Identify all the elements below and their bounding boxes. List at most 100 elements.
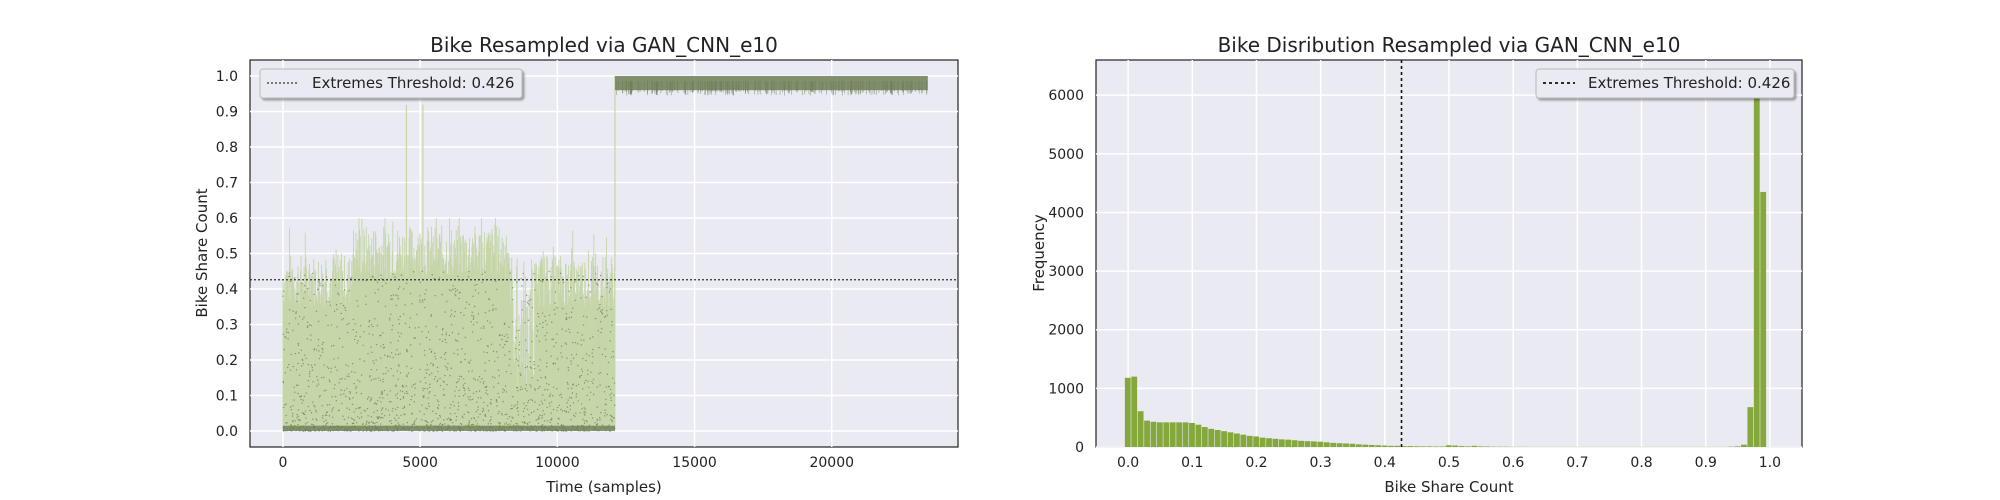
series-point bbox=[455, 419, 457, 421]
series-point bbox=[321, 405, 323, 407]
series-point bbox=[374, 402, 377, 404]
series-point bbox=[388, 401, 391, 403]
series-point bbox=[326, 411, 328, 413]
series-point bbox=[446, 418, 448, 420]
series-point bbox=[295, 311, 298, 313]
series-point bbox=[333, 344, 335, 347]
series-point bbox=[509, 272, 511, 274]
series-point bbox=[439, 414, 441, 417]
series-point bbox=[493, 386, 495, 388]
series-point bbox=[375, 359, 377, 361]
series-point bbox=[514, 404, 517, 406]
series-point bbox=[558, 404, 560, 407]
series-point bbox=[382, 378, 384, 381]
series-point bbox=[307, 363, 309, 366]
series-point bbox=[380, 357, 382, 359]
histogram-bar bbox=[1355, 444, 1362, 447]
series-point bbox=[475, 391, 478, 393]
series-point bbox=[323, 376, 325, 379]
series-point bbox=[541, 402, 544, 405]
series-point bbox=[564, 342, 567, 344]
histogram-bar bbox=[1182, 422, 1189, 447]
series-point bbox=[572, 402, 575, 404]
series-point bbox=[531, 377, 534, 379]
series-point bbox=[595, 282, 598, 285]
series-point bbox=[485, 389, 488, 392]
series-point bbox=[575, 412, 577, 414]
series-point bbox=[574, 299, 576, 302]
series-point bbox=[425, 424, 428, 426]
series-point bbox=[606, 286, 608, 289]
series-point bbox=[570, 387, 573, 390]
series-point bbox=[607, 282, 609, 284]
series-point bbox=[444, 374, 446, 377]
series-point bbox=[285, 336, 287, 339]
series-point bbox=[458, 378, 460, 380]
series-point bbox=[311, 272, 314, 275]
series-point bbox=[372, 422, 375, 424]
series-point bbox=[442, 380, 444, 383]
series-point bbox=[560, 345, 563, 347]
series-point bbox=[442, 423, 444, 426]
series-point bbox=[437, 400, 440, 403]
series-point bbox=[295, 384, 298, 386]
series-point bbox=[342, 415, 344, 417]
series-point bbox=[468, 411, 470, 414]
series-point bbox=[527, 319, 530, 322]
series-point bbox=[430, 421, 433, 423]
histogram-bar bbox=[1741, 444, 1747, 447]
series-point bbox=[426, 408, 428, 410]
series-point bbox=[416, 313, 418, 316]
series-point bbox=[425, 289, 427, 291]
series-point bbox=[549, 421, 551, 424]
series-point bbox=[558, 282, 560, 284]
series-point bbox=[508, 326, 510, 328]
series-point bbox=[610, 418, 612, 421]
series-point bbox=[612, 377, 614, 379]
series-point bbox=[471, 370, 473, 372]
series-point bbox=[477, 379, 479, 381]
series-point bbox=[402, 407, 404, 410]
series-point bbox=[427, 397, 429, 399]
series-point bbox=[609, 331, 612, 333]
series-point bbox=[543, 413, 545, 415]
series-point bbox=[485, 385, 488, 388]
series-point bbox=[355, 408, 357, 410]
series-point bbox=[544, 377, 547, 379]
series-point bbox=[599, 372, 602, 374]
series-point bbox=[431, 372, 433, 374]
y-axis-label: Frequency bbox=[1030, 214, 1048, 292]
series-point bbox=[516, 407, 518, 410]
series-point bbox=[360, 392, 363, 395]
y-tick-label: 0.3 bbox=[216, 318, 238, 334]
series-point bbox=[390, 368, 392, 370]
series-point bbox=[370, 324, 373, 326]
series-point bbox=[613, 394, 615, 396]
series-point bbox=[340, 393, 342, 396]
series-point bbox=[437, 417, 439, 420]
series-point bbox=[397, 378, 399, 380]
series-point bbox=[362, 344, 364, 346]
series-point bbox=[282, 333, 284, 335]
series-point bbox=[368, 421, 371, 424]
series-point bbox=[484, 271, 486, 273]
histogram-bar bbox=[1349, 443, 1356, 447]
series-point bbox=[450, 309, 453, 312]
series-point bbox=[455, 382, 458, 384]
series-point bbox=[570, 418, 572, 421]
series-point bbox=[379, 379, 382, 382]
series-point bbox=[463, 387, 466, 389]
series-point bbox=[477, 313, 480, 315]
series-point bbox=[563, 409, 566, 412]
series-point bbox=[545, 365, 548, 368]
series-point bbox=[338, 409, 340, 411]
series-point bbox=[592, 336, 594, 338]
series-point bbox=[471, 311, 473, 313]
series-point bbox=[331, 410, 333, 413]
series-point bbox=[521, 309, 523, 311]
series-point bbox=[376, 417, 379, 419]
series-point bbox=[486, 320, 489, 322]
series-point bbox=[501, 414, 503, 416]
series-point bbox=[396, 392, 399, 395]
series-point bbox=[490, 343, 493, 345]
